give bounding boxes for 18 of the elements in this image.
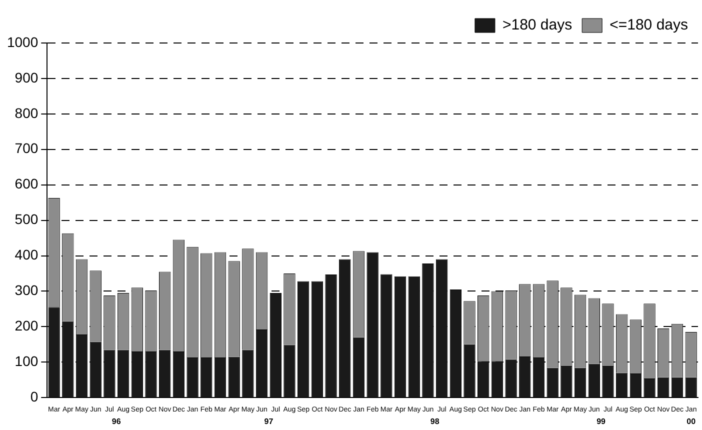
- y-tick-label: 300: [14, 282, 38, 298]
- text: 97: [264, 417, 274, 426]
- y-tick-label: 200: [14, 318, 38, 334]
- y-tick-label: 1000: [6, 34, 38, 50]
- legend-label: <=180 days: [610, 16, 688, 34]
- y-tick-label: 700: [14, 140, 38, 156]
- text: 00: [686, 417, 696, 426]
- y-tick-label: 600: [14, 176, 38, 192]
- y-tick-label: 100: [14, 353, 38, 369]
- text: 98: [430, 417, 440, 426]
- legend-label: >180 days: [502, 16, 572, 34]
- y-tick-label: 0: [30, 388, 38, 404]
- y-tick-label: 800: [14, 104, 38, 121]
- y-tick-label: 400: [14, 246, 38, 263]
- y-tick-label: 900: [14, 69, 38, 86]
- text: 96: [112, 417, 122, 426]
- text: 99: [596, 417, 606, 426]
- y-tick-label: 500: [14, 211, 38, 228]
